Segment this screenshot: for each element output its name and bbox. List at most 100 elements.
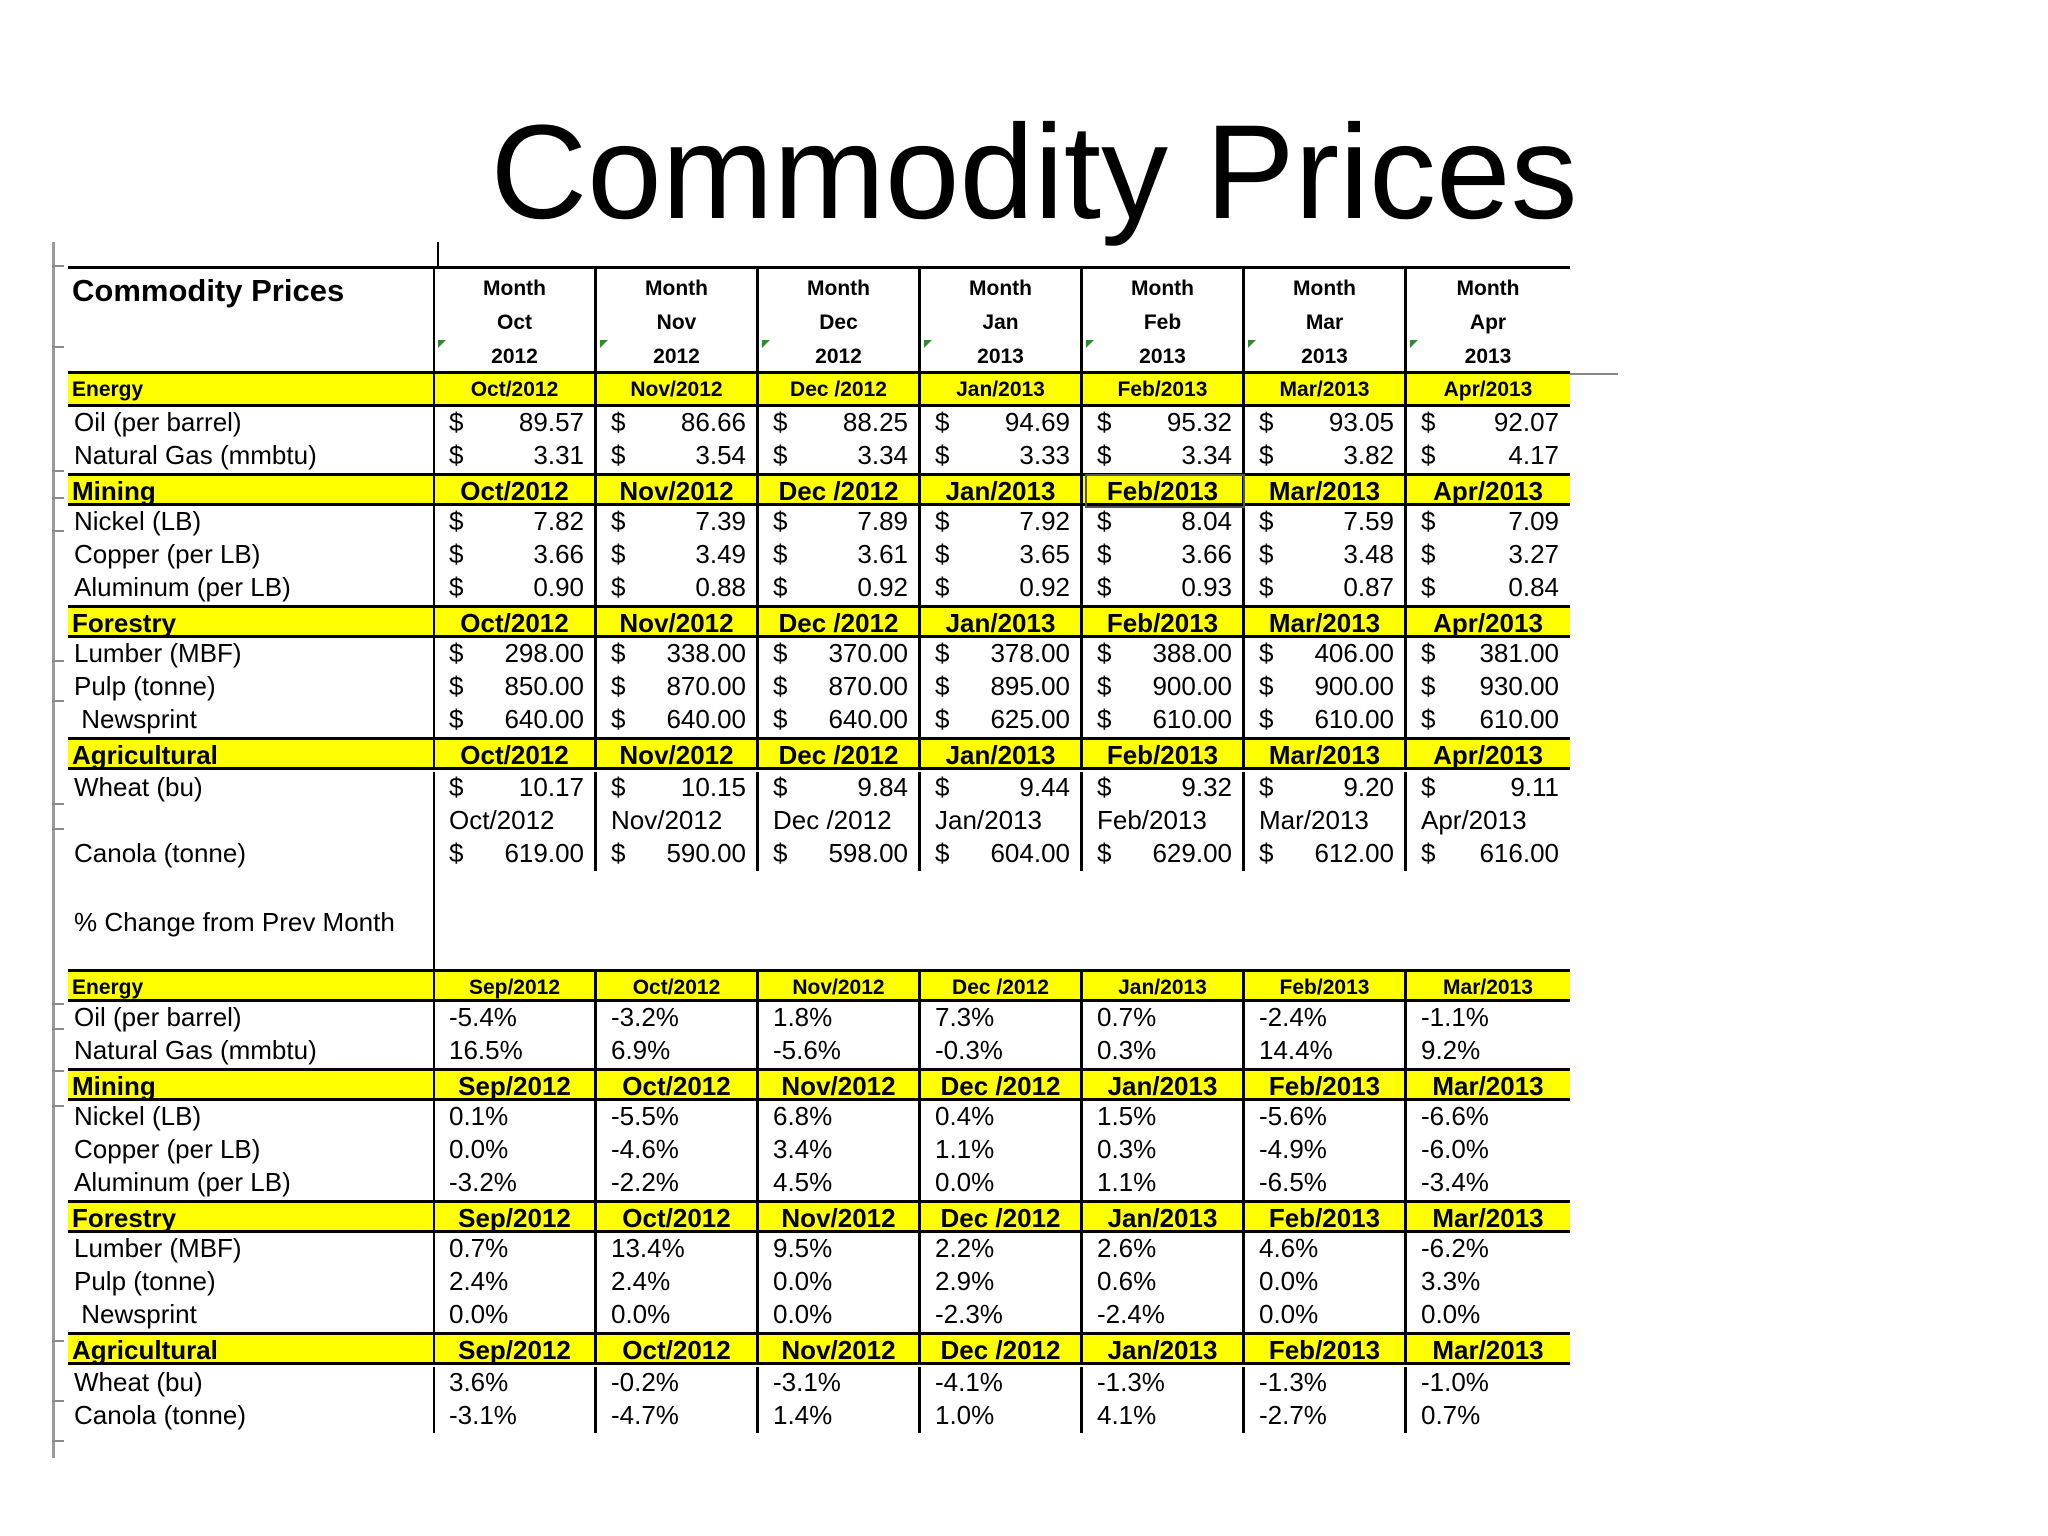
change-cell[interactable]: -1.3% — [1083, 1367, 1245, 1400]
section-month-cell[interactable]: Dec /2012 — [759, 374, 921, 404]
price-cell[interactable]: $7.82 — [435, 506, 597, 539]
section-month-cell[interactable]: Jan/2013 — [921, 740, 1083, 767]
price-cell[interactable]: $9.32 — [1083, 772, 1245, 805]
change-cell[interactable]: 2.6% — [1083, 1233, 1245, 1266]
price-cell[interactable]: $378.00 — [921, 638, 1083, 671]
section-month-cell[interactable]: Apr/2013 — [1433, 608, 1543, 635]
price-cell[interactable]: $0.90 — [435, 572, 597, 605]
price-cell[interactable]: $95.32 — [1083, 407, 1245, 440]
change-cell[interactable]: -0.2% — [597, 1367, 759, 1400]
section-month-cell[interactable]: Sep/2012 — [435, 1203, 597, 1230]
change-cell[interactable]: -1.3% — [1245, 1367, 1407, 1400]
price-cell[interactable]: $3.27 — [1407, 539, 1569, 572]
month-text-cell[interactable]: Dec /2012 — [759, 805, 921, 838]
price-cell[interactable]: $388.00 — [1083, 638, 1245, 671]
section-month-cell[interactable]: Jan/2013 — [1083, 972, 1245, 999]
section-month-cell[interactable]: Sep/2012 — [435, 1071, 597, 1098]
price-cell[interactable]: $381.00 — [1407, 638, 1569, 671]
section-month-cell[interactable]: Dec /2012 — [759, 740, 921, 767]
section-month-cell[interactable]: Oct/2012 — [435, 476, 597, 503]
section-month-cell[interactable]: Nov/2012 — [759, 972, 921, 999]
price-cell[interactable]: $89.57 — [435, 407, 597, 440]
change-cell[interactable]: -3.2% — [597, 1002, 759, 1035]
change-cell[interactable]: 0.3% — [1083, 1134, 1245, 1167]
change-cell[interactable]: 6.9% — [597, 1035, 759, 1068]
price-cell[interactable]: $640.00 — [435, 704, 597, 737]
section-month-cell[interactable]: Oct/2012 — [597, 972, 759, 999]
change-cell[interactable]: 0.0% — [759, 1299, 921, 1332]
change-cell[interactable]: 0.4% — [921, 1101, 1083, 1134]
change-cell[interactable]: 0.0% — [1245, 1266, 1407, 1299]
section-month-cell[interactable]: Feb/2013 — [1245, 1335, 1407, 1362]
section-month-cell[interactable]: Jan/2013 — [921, 608, 1083, 635]
price-cell[interactable]: $3.33 — [921, 440, 1083, 473]
month-text-cell[interactable]: Jan/2013 — [921, 805, 1083, 838]
section-month-cell[interactable]: Jan/2013 — [1083, 1071, 1245, 1098]
change-cell[interactable]: 9.2% — [1421, 1035, 1481, 1065]
price-cell[interactable]: $9.44 — [921, 772, 1083, 805]
change-cell[interactable]: 0.7% — [435, 1233, 597, 1266]
month-header-cell[interactable]: Month Feb 2013 — [1083, 269, 1245, 371]
change-cell[interactable]: 6.8% — [759, 1101, 921, 1134]
price-cell[interactable]: $10.17 — [435, 772, 597, 805]
month-header-cell[interactable]: Month Mar 2013 — [1245, 269, 1407, 371]
price-cell[interactable]: $0.88 — [597, 572, 759, 605]
section-month-cell[interactable]: Oct/2012 — [435, 374, 597, 404]
price-cell[interactable]: $0.93 — [1083, 572, 1245, 605]
price-cell[interactable]: $3.34 — [759, 440, 921, 473]
price-cell[interactable]: $338.00 — [597, 638, 759, 671]
price-cell[interactable]: $3.49 — [597, 539, 759, 572]
price-cell[interactable]: $610.00 — [1245, 704, 1407, 737]
section-month-cell[interactable]: Mar/2013 — [1432, 1203, 1544, 1230]
change-cell[interactable]: 0.0% — [759, 1266, 921, 1299]
month-header-cell[interactable]: Month Jan 2013 — [921, 269, 1083, 371]
change-cell[interactable]: 13.4% — [597, 1233, 759, 1266]
month-header-cell[interactable]: Month Oct 2012 — [435, 269, 597, 371]
price-cell[interactable]: $640.00 — [759, 704, 921, 737]
section-month-cell[interactable]: Apr/2013 — [1443, 378, 1533, 401]
section-month-cell[interactable]: Oct/2012 — [597, 1335, 759, 1362]
change-cell[interactable]: 7.3% — [921, 1002, 1083, 1035]
section-month-cell[interactable]: Jan/2013 — [921, 476, 1083, 503]
section-month-cell[interactable]: Feb/2013 — [1083, 608, 1245, 635]
change-cell[interactable]: 1.8% — [759, 1002, 921, 1035]
section-month-cell[interactable]: Feb/2013 — [1083, 740, 1245, 767]
change-cell[interactable]: -5.6% — [759, 1035, 921, 1068]
month-header-cell[interactable]: Month Nov 2012 — [597, 269, 759, 371]
change-cell[interactable]: -2.7% — [1245, 1400, 1407, 1433]
price-cell[interactable]: $0.92 — [759, 572, 921, 605]
change-cell[interactable]: -2.2% — [597, 1167, 759, 1200]
change-cell[interactable]: 4.6% — [1245, 1233, 1407, 1266]
month-text-cell[interactable]: Feb/2013 — [1083, 805, 1245, 838]
section-month-cell[interactable]: Dec /2012 — [921, 972, 1083, 999]
section-month-cell[interactable]: Feb/2013 — [1083, 374, 1245, 404]
change-cell[interactable]: 1.5% — [1083, 1101, 1245, 1134]
price-cell[interactable]: $616.00 — [1407, 838, 1569, 871]
section-month-cell[interactable]: Oct/2012 — [597, 1071, 759, 1098]
change-cell[interactable]: -2.4% — [1245, 1002, 1407, 1035]
price-cell[interactable]: $3.65 — [921, 539, 1083, 572]
price-cell[interactable]: $8.04 — [1083, 506, 1245, 539]
change-cell[interactable]: 0.0% — [435, 1134, 597, 1167]
price-cell[interactable]: $9.84 — [759, 772, 921, 805]
change-cell[interactable]: 0.0% — [435, 1299, 597, 1332]
section-month-cell[interactable]: Nov/2012 — [597, 740, 759, 767]
section-month-cell[interactable]: Nov/2012 — [597, 608, 759, 635]
price-cell[interactable]: $7.59 — [1245, 506, 1407, 539]
price-cell[interactable]: $92.07 — [1407, 407, 1569, 440]
price-cell[interactable]: $900.00 — [1245, 671, 1407, 704]
change-cell[interactable]: 0.0% — [1245, 1299, 1407, 1332]
change-cell[interactable]: -3.2% — [435, 1167, 597, 1200]
price-cell[interactable]: $3.31 — [435, 440, 597, 473]
change-cell[interactable]: -3.1% — [759, 1367, 921, 1400]
change-cell[interactable]: 16.5% — [435, 1035, 597, 1068]
change-cell[interactable]: 1.1% — [921, 1134, 1083, 1167]
section-month-cell[interactable]: Dec /2012 — [921, 1071, 1083, 1098]
change-cell[interactable]: -6.2% — [1421, 1233, 1489, 1263]
price-cell[interactable]: $9.20 — [1245, 772, 1407, 805]
price-cell[interactable]: $7.89 — [759, 506, 921, 539]
section-month-cell[interactable]: Oct/2012 — [435, 740, 597, 767]
section-month-cell[interactable]: Dec /2012 — [759, 608, 921, 635]
price-cell[interactable]: $88.25 — [759, 407, 921, 440]
change-cell[interactable]: -4.7% — [597, 1400, 759, 1433]
